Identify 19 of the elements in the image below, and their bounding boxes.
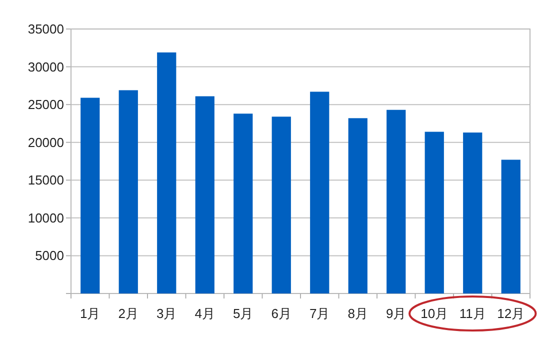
x-tick-label: 1月: [80, 306, 100, 321]
x-tick-label: 5月: [233, 306, 254, 321]
y-tick-label: 35000: [28, 22, 64, 36]
x-tick-label: 12月: [497, 306, 525, 321]
x-tick-label: 9月: [386, 306, 406, 321]
y-tick-label: 25000: [28, 97, 64, 112]
y-tick-label: 15000: [28, 172, 64, 188]
x-tick-label: 8月: [348, 306, 368, 321]
x-tick-label: 7月: [310, 306, 330, 321]
x-tick-label: 2月: [118, 306, 138, 321]
x-tick-label: 11月: [459, 306, 486, 321]
y-tick-label: 10000: [28, 210, 64, 226]
y-tick-label: 20000: [28, 134, 64, 150]
x-tick-label: 6月: [271, 306, 292, 321]
y-tick-label: 5000: [35, 248, 64, 264]
y-tick-label: 30000: [28, 59, 64, 74]
x-tick-label: 3月: [156, 306, 177, 321]
x-tick-label: 10月: [420, 306, 448, 321]
x-tick-label: 4月: [194, 306, 215, 321]
